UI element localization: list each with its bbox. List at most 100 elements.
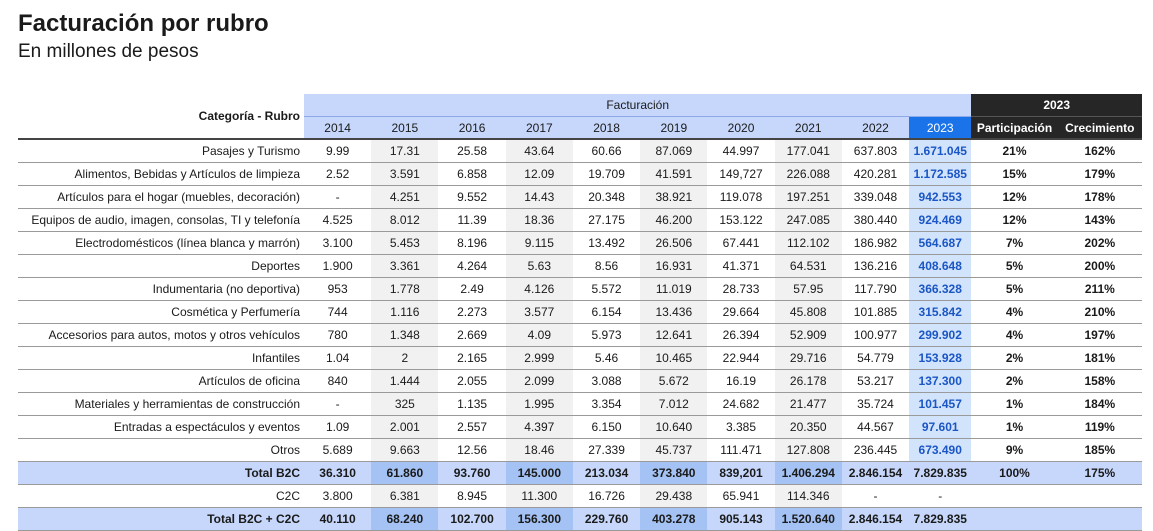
share-cell: 1%: [971, 415, 1058, 439]
value-cell: 3.361: [371, 254, 439, 278]
value-cell: 4.525: [304, 208, 372, 232]
value-cell: 17.31: [371, 138, 439, 163]
growth-cell: 197%: [1057, 323, 1142, 347]
value-cell: 6.150: [572, 415, 641, 439]
share-cell: 100%: [971, 461, 1058, 485]
value-cell: 54.779: [841, 346, 910, 370]
value-cell: 12.641: [640, 323, 708, 347]
value-cell: 2.557: [438, 415, 506, 439]
value-cell: 67.441: [707, 231, 775, 255]
value-cell: 7.829.835: [909, 461, 972, 485]
value-cell: 840: [304, 369, 372, 393]
value-cell: 213.034: [572, 461, 641, 485]
value-cell: 4.126: [505, 277, 573, 301]
value-cell: 953: [304, 277, 372, 301]
value-cell: 1.444: [371, 369, 439, 393]
value-cell: 2.49: [438, 277, 506, 301]
value-cell: 6.154: [572, 300, 641, 324]
value-cell: 87.069: [640, 138, 708, 163]
value-cell: 127.808: [774, 438, 842, 462]
growth-cell: 211%: [1057, 277, 1142, 301]
value-cell: 25.58: [438, 138, 506, 163]
value-cell: 5.46: [572, 346, 641, 370]
value-cell: 4.397: [505, 415, 573, 439]
value-cell: 22.944: [707, 346, 775, 370]
growth-cell: 119%: [1057, 415, 1142, 439]
year-header-2018: 2018: [572, 116, 641, 139]
value-cell: 177.041: [774, 138, 842, 163]
value-cell: 564.687: [909, 231, 972, 255]
value-cell: 8.56: [572, 254, 641, 278]
value-cell: 8.196: [438, 231, 506, 255]
table-row: Electrodomésticos (línea blanca y marrón…: [18, 231, 1142, 255]
share-cell: 2%: [971, 346, 1058, 370]
value-cell: 924.469: [909, 208, 972, 232]
category-header: Categoría - Rubro: [198, 109, 300, 123]
category-cell: Deportes: [18, 254, 304, 278]
value-cell: 2.669: [438, 323, 506, 347]
category-cell: Otros: [18, 438, 304, 462]
value-cell: 9.663: [371, 438, 439, 462]
value-cell: 4.264: [438, 254, 506, 278]
value-cell: 839,201: [707, 461, 775, 485]
value-cell: 26.178: [774, 369, 842, 393]
value-cell: 2.273: [438, 300, 506, 324]
value-cell: 101.885: [841, 300, 910, 324]
growth-cell: 202%: [1057, 231, 1142, 255]
category-cell: Cosmética y Perfumería: [18, 300, 304, 324]
value-cell: 21.477: [774, 392, 842, 416]
value-cell: 40.110: [304, 507, 372, 531]
value-cell: 11.39: [438, 208, 506, 232]
category-cell: Electrodomésticos (línea blanca y marrón…: [18, 231, 304, 255]
value-cell: 942.553: [909, 185, 972, 209]
year-header-2020: 2020: [707, 116, 775, 139]
total-all-row: Total B2C + C2C 40.110 68.240 102.700 156.30…: [18, 507, 1142, 531]
category-cell: Artículos de oficina: [18, 369, 304, 393]
value-cell: 12.09: [505, 162, 573, 186]
table-row: Pasajes y Turismo 9.99 17.31 25.58 43.64 60.6…: [18, 138, 1142, 163]
share-cell: 7%: [971, 231, 1058, 255]
value-cell: 2.055: [438, 369, 506, 393]
table-row: Entradas a espectáculos y eventos 1.09 2.0…: [18, 415, 1142, 439]
metric-header-growth: Crecimiento: [1057, 116, 1142, 139]
category-cell: Artículos para el hogar (muebles, decora…: [18, 185, 304, 209]
value-cell: 153.122: [707, 208, 775, 232]
value-cell: 3.385: [707, 415, 775, 439]
value-cell: 11.019: [640, 277, 708, 301]
value-cell: 247.085: [774, 208, 842, 232]
value-cell: 1.04: [304, 346, 372, 370]
value-cell: 44.567: [841, 415, 910, 439]
value-cell: 380.440: [841, 208, 910, 232]
value-cell: 18.46: [505, 438, 573, 462]
value-cell: 93.760: [438, 461, 506, 485]
value-cell: 1.348: [371, 323, 439, 347]
page-title: Facturación por rubro: [18, 10, 269, 37]
value-cell: 1.520.640: [774, 507, 842, 531]
value-cell: 45.737: [640, 438, 708, 462]
value-cell: 4.251: [371, 185, 439, 209]
value-cell: 44.997: [707, 138, 775, 163]
year-header-2014: 2014: [304, 116, 372, 139]
growth-cell: 184%: [1057, 392, 1142, 416]
value-cell: 153.928: [909, 346, 972, 370]
value-cell: 26.506: [640, 231, 708, 255]
category-cell: C2C: [18, 484, 304, 508]
value-cell: 5.453: [371, 231, 439, 255]
value-cell: 29.438: [640, 484, 708, 508]
value-cell: 11.300: [505, 484, 573, 508]
value-cell: 61.860: [371, 461, 439, 485]
value-cell: 1.09: [304, 415, 372, 439]
value-cell: 2.846.154: [841, 507, 910, 531]
table-row: Deportes 1.900 3.361 4.264 5.63 8.56 16.931 41.…: [18, 254, 1142, 278]
table-row: Accesorios para autos, motos y otros veh…: [18, 323, 1142, 347]
value-cell: 41.591: [640, 162, 708, 186]
year-header-2015: 2015: [371, 116, 439, 139]
year-header-2017: 2017: [505, 116, 573, 139]
category-cell: Equipos de audio, imagen, consolas, TI y…: [18, 208, 304, 232]
value-cell: 2.846.154: [841, 461, 910, 485]
share-cell: 5%: [971, 254, 1058, 278]
value-cell: 403.278: [640, 507, 708, 531]
growth-cell: [1057, 507, 1142, 531]
value-cell: 1.116: [371, 300, 439, 324]
value-cell: 186.982: [841, 231, 910, 255]
